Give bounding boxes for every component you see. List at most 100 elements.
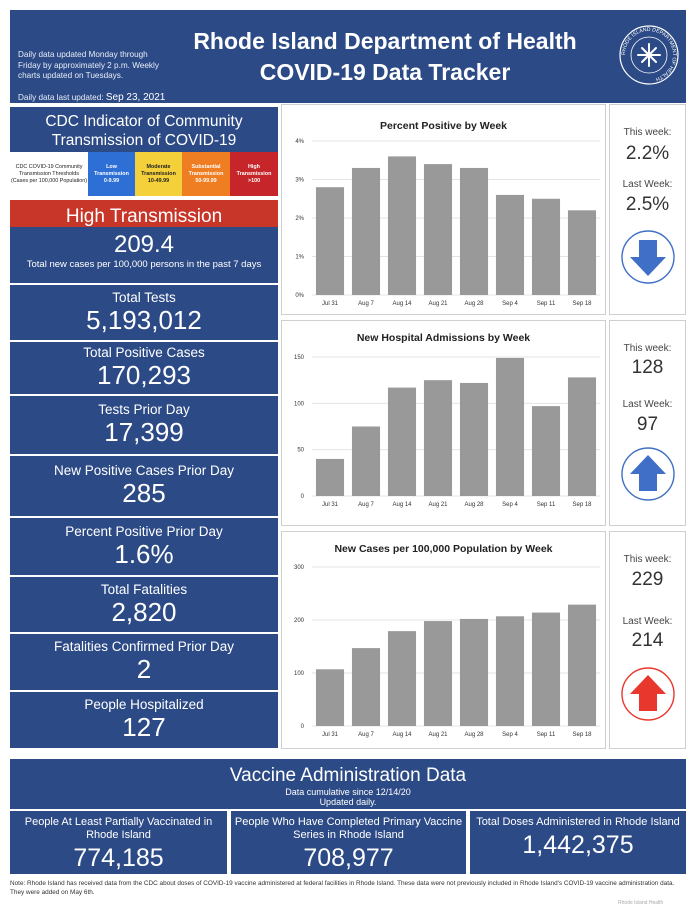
bar xyxy=(315,187,345,295)
page-title: Rhode Island Department of Health xyxy=(193,28,577,54)
legend-substantial: Substantial Transmission 50-99.99 xyxy=(182,152,230,196)
new-positive-box: New Positive Cases Prior Day 285 xyxy=(10,456,278,516)
total-fatalities-value: 2,820 xyxy=(111,596,177,627)
cdc-title: CDC Indicator of Community Transmission … xyxy=(45,113,243,149)
bar xyxy=(495,616,525,726)
total-positive-value: 170,293 xyxy=(97,360,191,390)
legend-moderate-range: 10-49.99 xyxy=(147,177,170,184)
legend-moderate-name: Moderate Transmission xyxy=(141,163,176,177)
x-tick-label: Jul 31 xyxy=(322,301,339,307)
this-week-value: 128 xyxy=(631,357,664,378)
bar xyxy=(567,377,597,496)
total-positive-label: Total Positive Cases xyxy=(83,345,205,360)
bar xyxy=(567,604,597,726)
last-updated: Daily data last updated: Sep 23, 2021 xyxy=(18,92,165,103)
y-tick-label: 2% xyxy=(295,216,304,222)
fully-vaccinated-box: People Who Have Completed Primary Vaccin… xyxy=(231,811,466,874)
bar xyxy=(531,406,561,496)
percent-positive-value: 1.6% xyxy=(114,538,174,569)
vaccine-title: Vaccine Administration Data xyxy=(229,765,467,786)
y-tick-label: 0% xyxy=(295,293,304,299)
total-positive-box: Total Positive Cases 170,293 xyxy=(10,342,278,394)
total-doses-value: 1,442,375 xyxy=(522,831,634,859)
new-positive-label: New Positive Cases Prior Day xyxy=(53,463,235,478)
bar xyxy=(423,621,453,726)
legend-high-name: High Transmission xyxy=(236,163,272,177)
legend-low-name: Low Transmission xyxy=(94,163,129,177)
last-week-value: 2.5% xyxy=(625,194,670,215)
bar xyxy=(315,669,345,726)
ri-health-seal-icon: RHODE ISLAND DEPARTMENT OF HEALTH xyxy=(619,25,679,85)
arrow-shape xyxy=(630,675,666,711)
last-week-label: Last Week: xyxy=(622,399,673,410)
arrow-shape xyxy=(630,240,666,276)
legend-high-range: >100 xyxy=(247,177,261,184)
x-tick-label: Aug 14 xyxy=(392,301,412,307)
x-tick-label: Aug 28 xyxy=(464,301,484,307)
hospitalized-value: 127 xyxy=(122,712,166,742)
vaccine-cumulative-note: Data cumulative since 12/14/20 xyxy=(285,787,411,797)
bar xyxy=(459,382,489,496)
last-week-value: 97 xyxy=(636,414,659,435)
last-updated-label: Daily data last updated: xyxy=(18,93,104,102)
y-tick-label: 100 xyxy=(294,401,305,407)
x-tick-label: Jul 31 xyxy=(322,732,339,738)
bar xyxy=(495,194,525,295)
bar xyxy=(423,164,453,295)
bar xyxy=(387,156,417,295)
x-tick-label: Aug 7 xyxy=(358,301,374,307)
bar xyxy=(459,167,489,295)
case-rate-value: 209.4 xyxy=(113,231,175,258)
this-week-value: 2.2% xyxy=(625,143,670,164)
case-rate-label: Total new cases per 100,000 persons in t… xyxy=(26,259,262,270)
trend-down-arrow-icon xyxy=(621,230,675,284)
bar xyxy=(315,458,345,496)
x-tick-label: Aug 21 xyxy=(428,732,448,738)
case-rate-chart: New Cases per 100,000 Population by Week… xyxy=(281,531,606,749)
y-tick-label: 100 xyxy=(294,671,305,677)
update-schedule-note: Daily data updated Monday through Friday… xyxy=(18,50,159,80)
footnote: Note: Rhode Island has received data fro… xyxy=(10,880,675,896)
legend-low-range: 0-9.99 xyxy=(103,177,120,184)
y-tick-label: 1% xyxy=(295,255,304,261)
total-tests-box: Total Tests 5,193,012 xyxy=(10,285,278,340)
total-doses-label: Total Doses Administered in Rhode Island xyxy=(476,816,680,828)
bar xyxy=(351,426,381,496)
current-transmission-level: High Transmission xyxy=(10,196,278,229)
this-week-label: This week: xyxy=(623,343,672,354)
bar xyxy=(351,167,381,295)
hospitalized-label: People Hospitalized xyxy=(84,697,204,712)
x-tick-label: Aug 7 xyxy=(358,732,374,738)
x-tick-label: Aug 28 xyxy=(464,502,484,508)
bar xyxy=(531,612,561,726)
case-rate-box: 209.4 Total new cases per 100,000 person… xyxy=(10,227,278,283)
x-tick-label: Aug 28 xyxy=(464,732,484,738)
arrow-shape xyxy=(630,455,666,491)
bar xyxy=(459,618,489,726)
bar xyxy=(567,210,597,295)
percent-positive-chart: Percent Positive by Week 0% 1% 2% 3% 4% Jul 3… xyxy=(281,104,606,315)
bar xyxy=(351,648,381,726)
x-tick-label: Aug 21 xyxy=(428,301,448,307)
y-tick-label: 4% xyxy=(295,139,304,145)
watermark: Rhode Island Health xyxy=(618,900,664,906)
x-tick-label: Sep 4 xyxy=(502,301,518,307)
legend-moderate: Moderate Transmission 10-49.99 xyxy=(135,152,182,196)
chart-title: New Hospital Admissions by Week xyxy=(356,332,531,344)
new-positive-value: 285 xyxy=(122,478,166,508)
hospital-admissions-plot: 0 50 100 150 Jul 31 Aug 7 Aug 14 Aug 21 Aug 28 Se… xyxy=(294,355,600,508)
x-tick-label: Sep 11 xyxy=(537,732,556,738)
fully-vaccinated-value: 708,977 xyxy=(303,844,394,872)
last-week-label: Last Week: xyxy=(622,616,673,627)
hospital-admissions-weekly: This week: 128 Last Week: 97 xyxy=(609,320,686,526)
cdc-transmission-panel: CDC Indicator of Community Transmission … xyxy=(10,107,278,238)
total-fatalities-label: Total Fatalities xyxy=(100,581,188,597)
y-tick-label: 300 xyxy=(294,565,305,571)
fatalities-prior-day-value: 2 xyxy=(136,654,152,684)
fully-vaccinated-label: People Who Have Completed Primary Vaccin… xyxy=(234,816,463,841)
x-tick-label: Sep 18 xyxy=(572,502,592,508)
partially-vaccinated-label: People At Least Partially Vaccinated in … xyxy=(24,816,213,841)
total-fatalities-box: Total Fatalities 2,820 xyxy=(10,577,278,632)
legend-description: CDC COVID-19 Community Transmission Thre… xyxy=(10,152,88,196)
y-tick-label: 0 xyxy=(301,494,305,500)
